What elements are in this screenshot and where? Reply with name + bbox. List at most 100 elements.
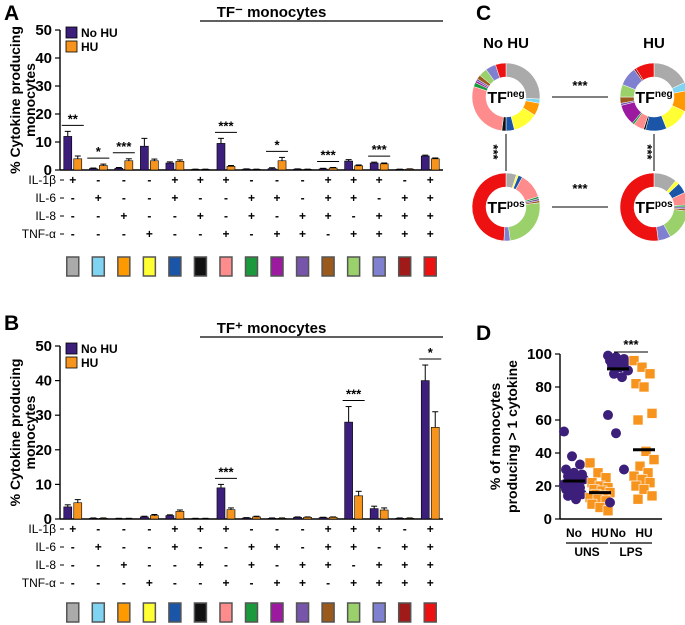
combination-color-box <box>91 256 106 277</box>
combination-sign: - <box>96 209 100 223</box>
data-point-square <box>628 355 640 366</box>
combination-color-box <box>321 602 335 623</box>
data-point-circle <box>611 428 621 439</box>
bar-no-hu <box>267 168 277 171</box>
y-tick-label: 100 <box>527 346 552 363</box>
data-point-circle <box>619 464 629 475</box>
legend-swatch <box>65 26 78 39</box>
y-tick-label: 50 <box>35 22 52 39</box>
y-tick-label: 40 <box>35 373 52 390</box>
combination-sign: + <box>197 558 204 572</box>
combination-sign: - <box>275 209 279 223</box>
panel-label-c: C <box>476 2 491 25</box>
combination-sign: + <box>197 522 204 536</box>
combination-sign: + <box>69 173 76 187</box>
cytokine-row-label: IL-1β <box>28 522 56 536</box>
bar-no-hu <box>293 516 302 520</box>
bar-no-hu <box>344 160 353 171</box>
x-category-label: No <box>610 526 626 540</box>
combination-sign: + <box>376 173 383 187</box>
bar-no-hu <box>318 517 328 520</box>
bar-no-hu <box>140 145 149 171</box>
y-tick-label: 30 <box>35 407 52 424</box>
bar-hu <box>99 165 108 171</box>
combination-sign: - <box>122 227 126 241</box>
combination-sign: - <box>96 227 100 241</box>
combination-sign: + <box>171 522 178 536</box>
combination-sign: + <box>325 558 332 572</box>
data-point-circle <box>567 451 577 462</box>
legend-label: No HU <box>81 342 118 356</box>
cytokine-row-label: IL-6 <box>35 540 56 554</box>
combination-sign: - <box>96 522 100 536</box>
combination-color-box <box>193 602 208 623</box>
combination-sign: + <box>350 576 357 590</box>
combination-sign: - <box>326 576 330 590</box>
bar-hu <box>150 160 159 171</box>
donut-center-sup: neg <box>655 89 673 100</box>
combination-sign: + <box>427 576 434 590</box>
combination-sign: - <box>122 576 126 590</box>
combination-sign: - <box>173 209 177 223</box>
data-point-square <box>584 457 596 469</box>
combination-sign: - <box>198 227 202 241</box>
significance-label: *** <box>218 464 234 479</box>
combination-sign: - <box>122 540 126 554</box>
combination-sign: - <box>173 227 177 241</box>
donut-center-sup: pos <box>507 199 525 210</box>
combination-sign: + <box>299 227 306 241</box>
combination-sign: - <box>71 558 75 572</box>
combination-sign: + <box>401 191 408 205</box>
y-tick-label: 60 <box>535 412 552 429</box>
combination-sign: - <box>352 209 356 223</box>
scatter-chart: % of monocytesproducing > 1 cytokine 0 20 4… <box>487 337 662 559</box>
combination-sign: + <box>299 558 306 572</box>
combination-color-box <box>270 256 284 277</box>
data-point-square <box>636 361 648 373</box>
combination-sign: - <box>96 558 100 572</box>
combination-sign: + <box>120 209 127 223</box>
combination-sign: + <box>401 209 408 223</box>
column-label: HU <box>643 35 665 52</box>
combination-color-box <box>321 256 335 277</box>
significance-label: * <box>96 144 102 159</box>
combination-sign: + <box>427 558 434 572</box>
comparison-label: *** <box>640 144 655 160</box>
donut-center-label: TFneg <box>635 89 672 107</box>
combination-sign: - <box>403 522 407 536</box>
combination-sign: + <box>325 191 332 205</box>
donut-center-main: TF <box>635 200 655 217</box>
data-point-circle <box>617 372 627 383</box>
bar-hu <box>430 427 440 520</box>
combination-sign: + <box>325 173 332 187</box>
bar-no-hu <box>165 162 175 171</box>
combination-color-box <box>397 602 412 623</box>
combination-sign: + <box>325 540 332 554</box>
data-point-circle <box>571 494 581 505</box>
y-axis-label-line: monocytes <box>22 395 38 469</box>
combination-sign: + <box>248 191 255 205</box>
donut-center-main: TF <box>487 200 507 217</box>
cytokine-row-label: TNF-α <box>22 227 56 241</box>
bar-no-hu <box>216 143 226 171</box>
bar-no-hu <box>63 506 73 520</box>
combination-sign: - <box>198 191 202 205</box>
combination-sign: - <box>301 173 305 187</box>
combination-sign: + <box>427 209 434 223</box>
combination-sign: + <box>197 209 204 223</box>
combination-sign: - <box>147 540 151 554</box>
combination-sign: - <box>147 173 151 187</box>
donut-slice <box>471 172 507 242</box>
group-label: LPS <box>619 545 642 559</box>
bar-hu <box>430 158 440 171</box>
combination-sign: - <box>147 209 151 223</box>
combination-sign: + <box>222 522 229 536</box>
y-axis-label-line: monocytes <box>22 63 38 137</box>
combination-sign: - <box>275 173 279 187</box>
data-point-circle <box>603 410 613 421</box>
combination-sign: + <box>274 227 281 241</box>
legend-label: No HU <box>81 26 118 40</box>
y-tick-label: 30 <box>35 78 52 95</box>
bar-hu <box>73 158 83 171</box>
combination-sign: + <box>401 540 408 554</box>
